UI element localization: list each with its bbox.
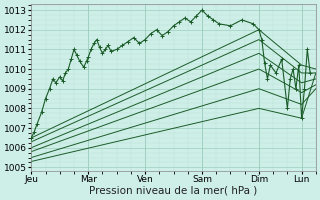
X-axis label: Pression niveau de la mer( hPa ): Pression niveau de la mer( hPa ) <box>90 186 258 196</box>
